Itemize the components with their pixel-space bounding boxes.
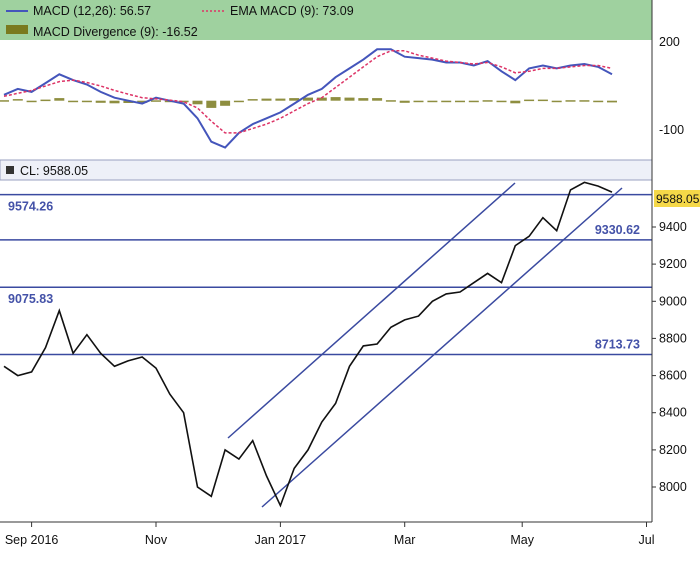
divergence-bar (220, 100, 231, 106)
divergence-bar (40, 99, 51, 102)
divergence-bar (192, 100, 203, 105)
last-value-label: 9588.05 (656, 192, 700, 206)
divergence-bar (496, 100, 507, 103)
price-line (3, 181, 613, 508)
level-label: 9574.26 (8, 200, 53, 214)
divergence-bar (247, 99, 258, 101)
divergence-bar (524, 99, 535, 102)
price-y-tick-label: 8400 (659, 406, 687, 420)
divergence-bar (54, 98, 65, 101)
price-y-tick-label: 8200 (659, 443, 687, 457)
ema-macd-line (3, 50, 613, 134)
divergence-bar (95, 100, 106, 103)
price-y-tick-label: 9200 (659, 257, 687, 271)
divergence-bars (0, 97, 617, 108)
macd-legend-background (0, 0, 652, 40)
close-strip-marker-icon (6, 166, 14, 174)
divergence-bar (413, 100, 424, 103)
macd-y-tick-label: 200 (659, 35, 680, 49)
price-y-tick-label: 8800 (659, 331, 687, 345)
macd-y-tick-label: -100 (659, 123, 684, 137)
divergence-bar (565, 100, 576, 102)
divergence-bar (579, 100, 590, 102)
divergence-bar (593, 100, 604, 103)
divergence-bar (206, 100, 217, 108)
divergence-bar (399, 100, 410, 103)
x-tick-label: Mar (394, 533, 416, 547)
x-tick-label: Jan 2017 (255, 533, 306, 547)
divergence-bar (137, 100, 148, 103)
divergence-bar (441, 100, 452, 103)
divergence-bar (151, 100, 161, 102)
divergence-legend-swatch-icon (6, 25, 28, 34)
divergence-bar (261, 98, 272, 101)
channel-upper-line (227, 182, 516, 439)
macd-line (3, 48, 613, 149)
divergence-bar (81, 100, 92, 103)
close-strip (0, 159, 653, 181)
divergence-bar (26, 100, 37, 103)
divergence-bar (275, 98, 286, 101)
divergence-bar (344, 97, 355, 101)
divergence-bar (289, 98, 300, 101)
price-y-axis: 9400 9200 9000 8800 8600 8400 8200 8000 (652, 220, 687, 494)
divergence-bar (427, 100, 438, 103)
divergence-bar (316, 97, 327, 101)
ema-legend-label: EMA MACD (9): 73.09 (230, 4, 354, 18)
divergence-bar (358, 98, 369, 101)
divergence-bar (0, 100, 9, 102)
price-y-tick-label: 9400 (659, 220, 687, 234)
divergence-bar (372, 98, 383, 101)
level-label: 9075.83 (8, 292, 53, 306)
x-tick-label: Sep 2016 (5, 533, 59, 547)
divergence-bar (178, 100, 189, 103)
macd-legend-label: MACD (12,26): 56.57 (33, 4, 151, 18)
divergence-bar (482, 100, 493, 102)
level-label: 9330.62 (595, 223, 640, 237)
x-axis: Sep 2016 Nov Jan 2017 Mar May Jul (5, 522, 655, 547)
support-resistance-levels: 9574.26 9330.62 9075.83 8713.73 (0, 193, 652, 356)
divergence-bar (551, 100, 562, 103)
divergence-bar (510, 100, 521, 104)
divergence-bar (233, 100, 244, 103)
price-y-tick-label: 9000 (659, 294, 687, 308)
divergence-bar (123, 100, 134, 103)
x-tick-label: May (510, 533, 534, 547)
channel-lower-line (261, 187, 623, 508)
divergence-bar (385, 100, 396, 102)
divergence-bar (303, 97, 313, 101)
divergence-bar (330, 97, 341, 101)
divergence-bar (468, 100, 479, 103)
divergence-bar (68, 100, 79, 103)
divergence-bar (109, 100, 120, 104)
x-tick-label: Jul (639, 533, 655, 547)
divergence-bar (12, 99, 23, 101)
price-y-tick-label: 8600 (659, 369, 687, 383)
divergence-bar (455, 100, 465, 103)
trend-channel (227, 182, 623, 508)
divergence-legend-label: MACD Divergence (9): -16.52 (33, 25, 198, 39)
close-value-label: CL: 9588.05 (20, 164, 88, 178)
divergence-bar (607, 100, 617, 103)
price-y-tick-label: 8000 (659, 480, 687, 494)
divergence-bar (537, 99, 548, 102)
level-label: 8713.73 (595, 338, 640, 352)
x-tick-label: Nov (145, 533, 168, 547)
last-value-badge (654, 190, 700, 207)
